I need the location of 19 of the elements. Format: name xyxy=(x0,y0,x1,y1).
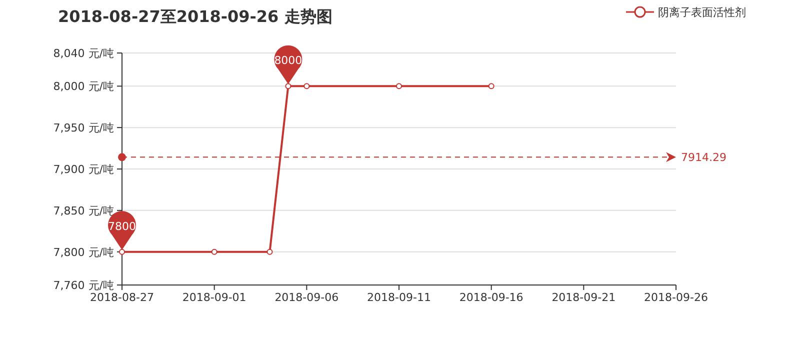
legend-label: 阴离子表面活性剂 xyxy=(658,6,746,19)
x-tick-label: 2018-08-27 xyxy=(90,291,154,304)
y-tick-label: 8,000 元/吨 xyxy=(53,80,114,94)
y-tick-label: 7,800 元/吨 xyxy=(53,246,114,259)
x-tick-label: 2018-09-16 xyxy=(459,291,524,304)
x-tick-label: 2018-09-06 xyxy=(274,291,339,304)
y-tick-label: 7,760 元/吨 xyxy=(53,279,114,292)
ref-line-label: 7914.29 xyxy=(681,151,726,164)
y-tick-label: 7,900 元/吨 xyxy=(53,163,114,176)
annotation: 8000 xyxy=(274,54,302,68)
x-tick-label: 2018-09-11 xyxy=(367,291,431,304)
annotation: 7800 xyxy=(108,220,136,233)
y-tick-label: 8,040 元/吨 xyxy=(53,47,114,60)
chart-title: 2018-08-27至2018-09-26 走势图 xyxy=(58,7,332,26)
x-tick-label: 2018-09-26 xyxy=(644,291,708,304)
x-tick-label: 2018-09-01 xyxy=(182,291,246,304)
y-tick-label: 7,950 元/吨 xyxy=(53,122,114,135)
y-tick-label: 7,850 元/吨 xyxy=(53,204,114,218)
x-tick-label: 2018-09-21 xyxy=(552,291,616,304)
